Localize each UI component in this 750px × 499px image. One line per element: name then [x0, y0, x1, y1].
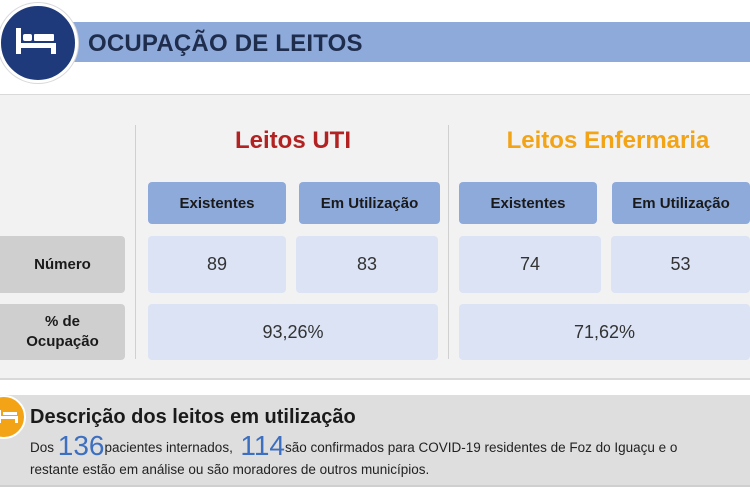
column-header-uti-existentes: Existentes	[148, 182, 286, 224]
description-panel	[0, 395, 750, 487]
description-mid: pacientes internados,	[104, 440, 241, 455]
confirmed-count: 114	[240, 430, 285, 461]
value-enf-existentes: 74	[459, 236, 601, 293]
divider	[135, 125, 136, 359]
bed-icon	[0, 410, 18, 423]
description-line-1: Dos 136pacientes internados, 114são conf…	[30, 430, 677, 462]
divider	[448, 125, 449, 359]
value-uti-ocupacao: 93,26%	[148, 304, 438, 360]
header-badge	[0, 3, 78, 83]
value-enf-em-utilizacao: 53	[611, 236, 750, 293]
column-header-enf-existentes: Existentes	[459, 182, 597, 224]
description-title: Descrição dos leitos em utilização	[30, 406, 356, 428]
row-label-ocupacao-line1: % de	[44, 313, 80, 330]
page-title: OCUPAÇÃO DE LEITOS	[88, 30, 363, 57]
row-label-ocupacao: % de Ocupação	[0, 304, 125, 360]
value-uti-em-utilizacao: 83	[296, 236, 438, 293]
column-header-uti-em-utilizacao: Em Utilização	[299, 182, 440, 224]
beds-panel: Leitos UTI Leitos Enfermaria Existentes …	[0, 94, 750, 380]
description-line-2: restante estão em análise ou são morador…	[30, 462, 430, 477]
column-header-enf-em-utilizacao: Em Utilização	[612, 182, 750, 224]
bed-icon	[16, 28, 56, 54]
group-title-enfermaria: Leitos Enfermaria	[506, 127, 710, 154]
header-bar	[40, 22, 750, 62]
group-title-uti: Leitos UTI	[234, 127, 351, 154]
value-uti-existentes: 89	[148, 236, 286, 293]
row-label-numero: Número	[0, 236, 125, 293]
description-suffix: são confirmados para COVID-19 residentes…	[284, 440, 678, 455]
row-label-ocupacao-line2: Ocupação	[26, 333, 99, 350]
value-enf-ocupacao: 71,62%	[459, 304, 750, 360]
patients-count: 136	[57, 430, 105, 461]
description-prefix: Dos	[30, 440, 58, 455]
